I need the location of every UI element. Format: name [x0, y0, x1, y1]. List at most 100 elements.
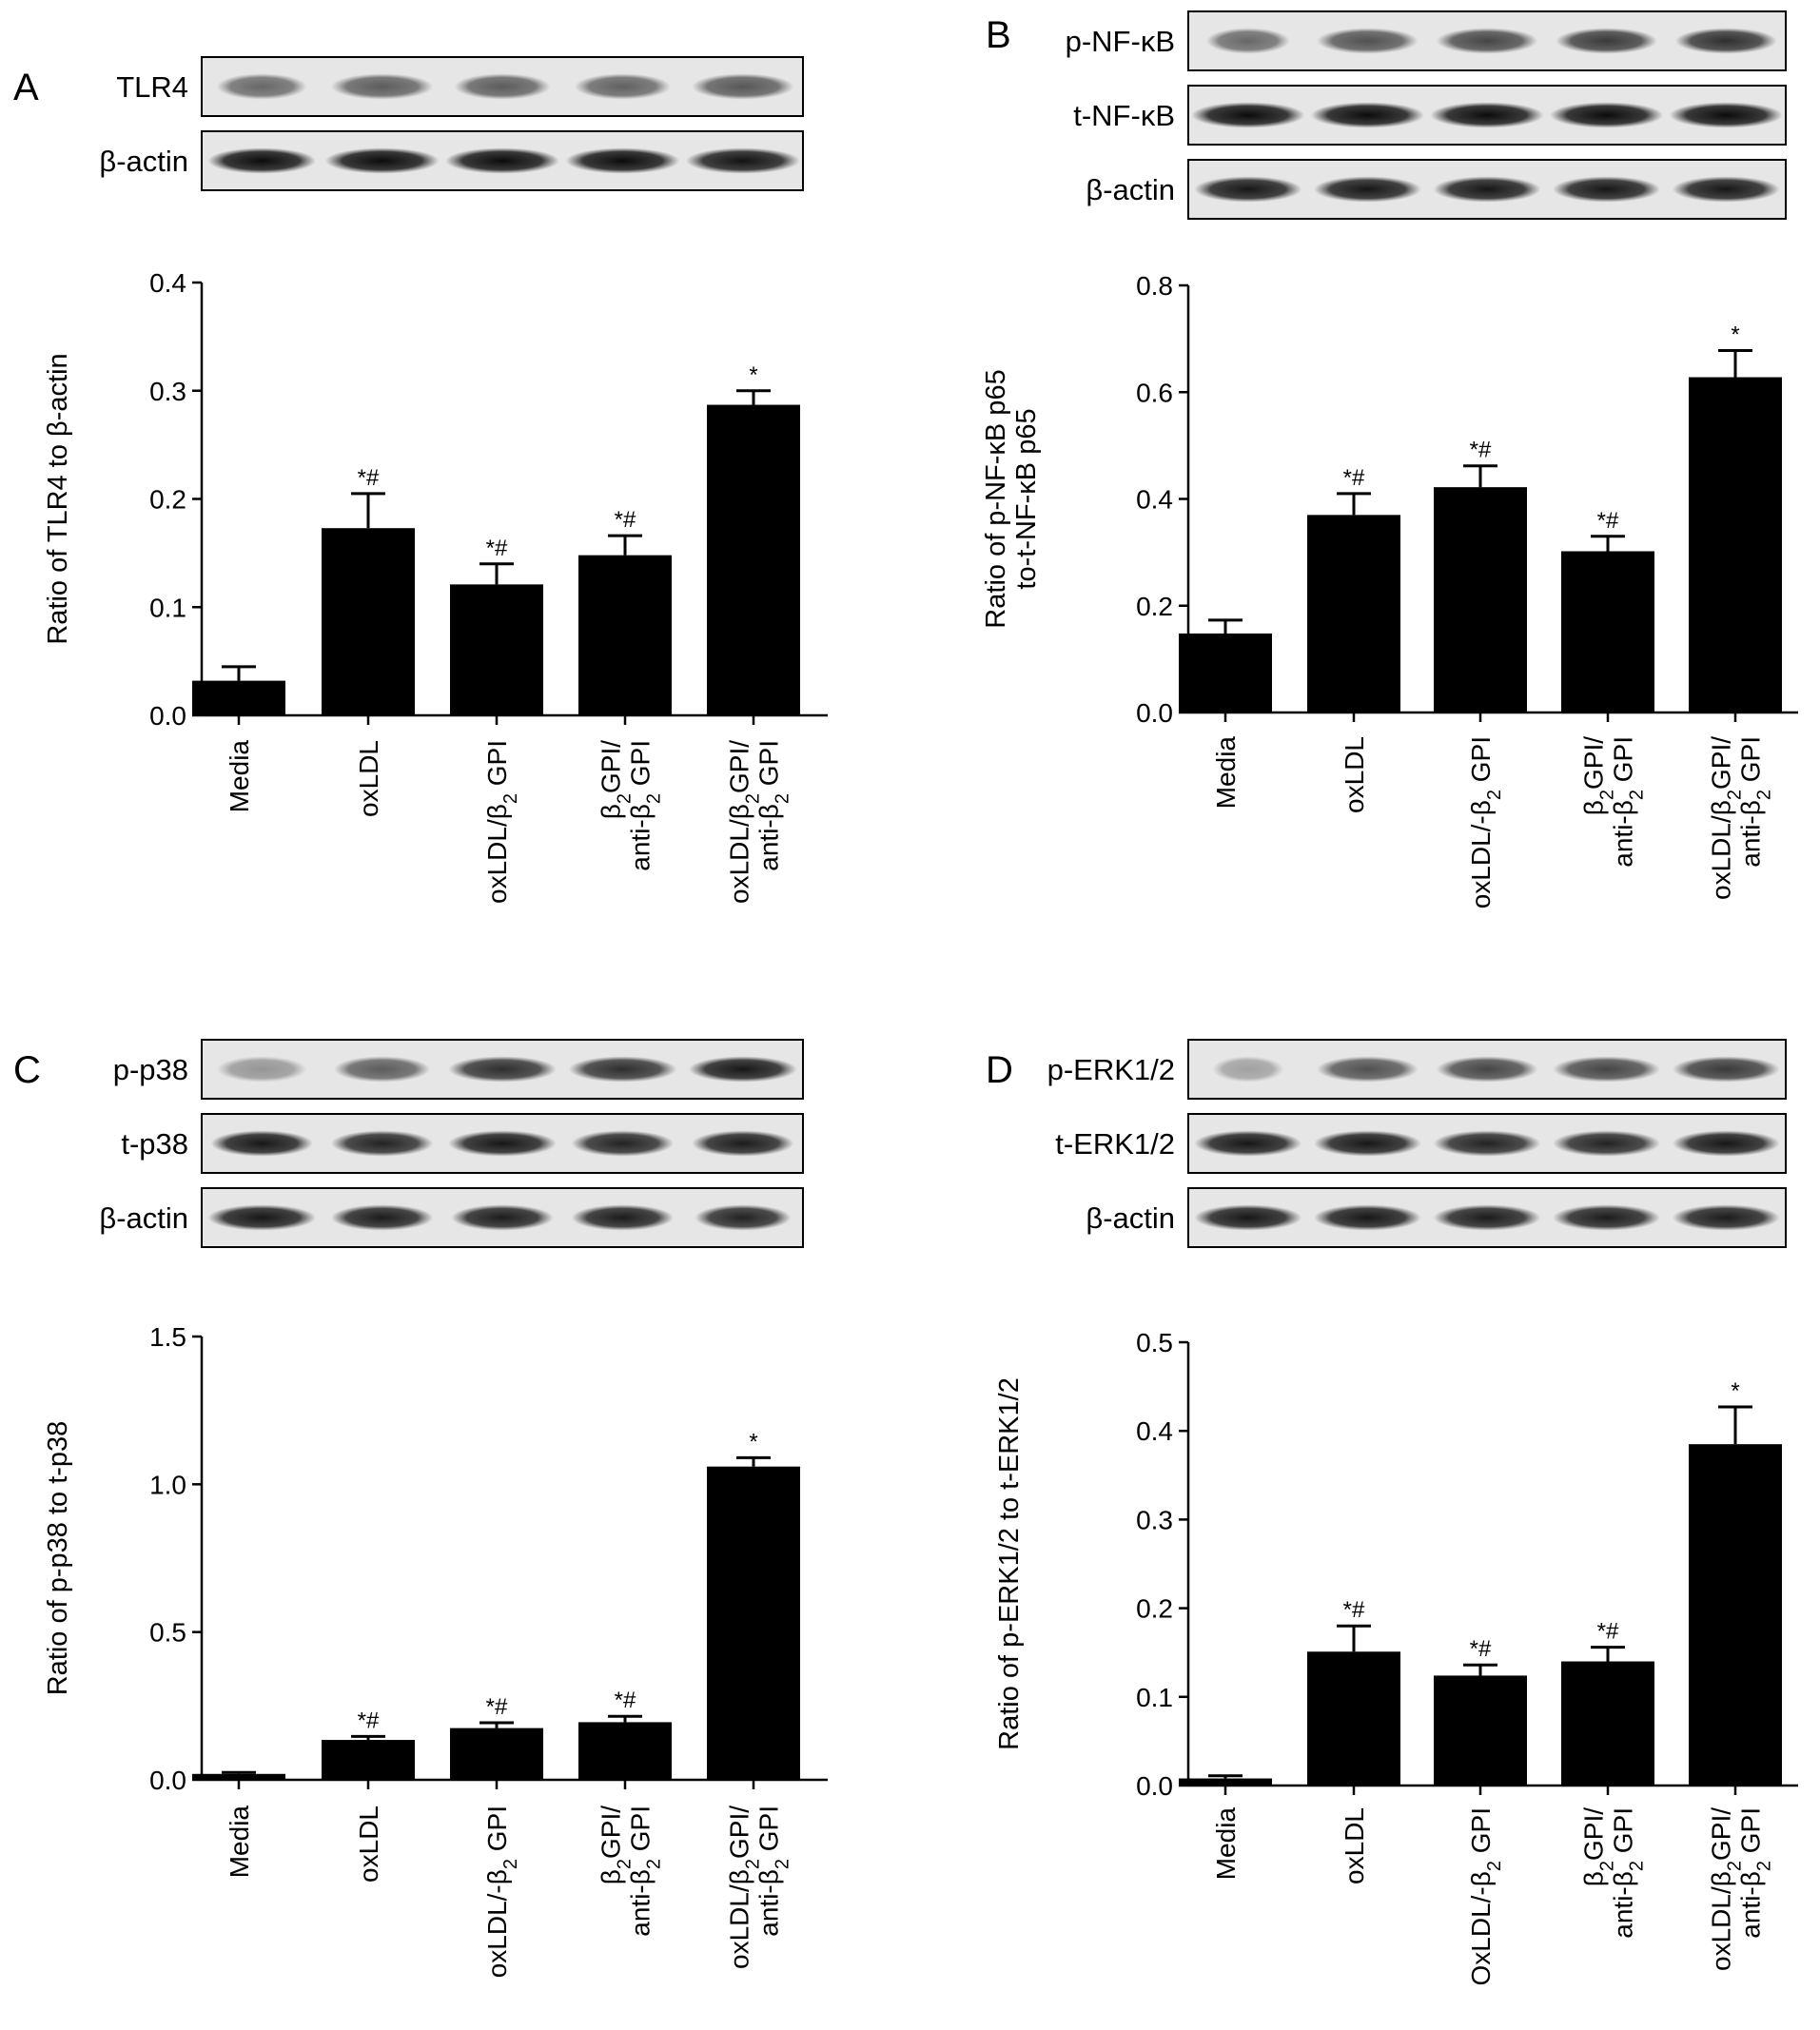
significance-label: * [749, 362, 757, 388]
x-tick-label: OxLDL/-β2 GPI [1466, 1807, 1505, 1986]
blot-band [1205, 28, 1290, 54]
x-tick-label-part: GPI [626, 1806, 656, 1859]
y-tick-label: 0.2 [149, 485, 186, 515]
x-tick-label-group: β2GPI/ [1579, 1807, 1618, 1886]
x-tick-label-part: anti-β [1736, 800, 1766, 868]
bar [192, 1773, 285, 1780]
x-tick-label: anti-β2 GPI [1736, 1807, 1775, 1939]
panel-letter: B [986, 14, 1011, 56]
y-tick-label: 0.0 [1136, 1771, 1173, 1801]
x-tick-label-part: β [597, 804, 626, 819]
blot-band [1433, 1204, 1541, 1231]
x-tick-label-part: Media [225, 740, 254, 813]
x-tick-label-part: 2 [615, 1859, 636, 1869]
x-tick-label-part: 2 [500, 793, 521, 804]
significance-label: *# [1470, 1636, 1492, 1662]
x-tick-label-part: 2 [1754, 790, 1775, 800]
x-tick-label-part: GPI [482, 1806, 512, 1859]
x-tick-label-part: GPI [1466, 1807, 1496, 1861]
blot-band [1553, 176, 1661, 203]
y-tick-label: 1.5 [149, 1322, 186, 1352]
blot-band [1430, 102, 1544, 128]
bar [1179, 633, 1272, 712]
y-axis-label-line: Ratio of p-p38 to t-p38 [43, 1421, 73, 1696]
blot-band [444, 147, 560, 174]
x-tick-label-group: oxLDL/β2GPI/ [1707, 1807, 1746, 1971]
y-tick-label: 0.6 [1136, 378, 1173, 407]
x-tick-label: oxLDL/β2GPI/ [1707, 736, 1746, 900]
x-tick-label: Media [225, 740, 254, 813]
x-tick-label-part: GPI [754, 740, 784, 793]
bar [1689, 1444, 1782, 1786]
x-tick-label-part: anti-β [626, 1869, 656, 1937]
x-tick-label: β2GPI/ [1579, 1807, 1618, 1886]
x-tick-label-part: 2 [1597, 1861, 1618, 1871]
blot-band [1212, 1056, 1284, 1083]
blot-band [448, 1130, 557, 1157]
x-tick-label-part: 2 [644, 793, 665, 804]
blot-band [207, 147, 317, 174]
panel-letter: D [986, 1049, 1013, 1091]
blot-label: t-ERK1/2 [1055, 1127, 1175, 1161]
x-tick-label-group: oxLDL [354, 1806, 383, 1883]
x-tick-label: anti-β2 GPI [1609, 1807, 1648, 1939]
significance-label: *# [1597, 508, 1619, 534]
x-tick-label-part: GPI [626, 740, 656, 793]
x-tick-label: anti-β2 GPI [754, 1806, 793, 1937]
y-tick-label: 0.0 [149, 1766, 186, 1795]
blot-band [1436, 1056, 1538, 1083]
significance-label: *# [486, 1694, 508, 1720]
x-tick-label-part: 2 [743, 1859, 764, 1869]
blot-band [330, 73, 434, 100]
significance-label: *# [486, 536, 508, 561]
blot-band [1433, 176, 1541, 203]
x-tick-label-part: 2 [1597, 790, 1618, 800]
blot-band [695, 1204, 792, 1231]
blot-band [1317, 1056, 1419, 1083]
blot-band [1313, 1130, 1421, 1157]
x-tick-label-part: oxLDL [1340, 1807, 1369, 1884]
x-tick-label-part: GPI/ [1707, 736, 1736, 790]
x-tick-label-part: β [1579, 1871, 1609, 1886]
x-tick-label: anti-β2 GPI [626, 740, 665, 871]
blot-band [210, 1130, 313, 1157]
x-tick-label-group: oxLDL [1340, 736, 1369, 813]
x-tick-label-group: Media [225, 1806, 254, 1879]
bar [192, 680, 285, 715]
x-tick-label-part: 2 [1725, 1861, 1746, 1871]
x-tick-label-part: Media [225, 1806, 254, 1879]
significance-label: * [1731, 1378, 1739, 1404]
x-tick-label-group: oxLDL/β2GPI/ [725, 740, 764, 904]
y-tick-label: 0.5 [149, 1618, 186, 1648]
blot-band [1436, 28, 1538, 54]
blot-band [574, 73, 671, 100]
blot-band [1313, 1204, 1421, 1231]
significance-label: *# [615, 1688, 636, 1713]
bar [1434, 487, 1527, 712]
blot-band [1672, 1204, 1780, 1231]
x-tick-label: oxLDL/-β2 GPI [482, 1806, 521, 1978]
y-axis-label: Ratio of p-NF-κB p65to-t-NF-κB p65 [981, 369, 1042, 628]
x-tick-label-part: Media [1211, 736, 1241, 810]
x-tick-label-group: oxLDL/-β2 GPI [1466, 736, 1505, 908]
bar [1307, 1651, 1400, 1786]
y-axis-label-line: to-t-NF-κB p65 [1011, 408, 1042, 589]
bar [1434, 1675, 1527, 1786]
blot-band [1313, 176, 1421, 203]
x-tick-label-group: oxLDL/β2 GPI [482, 740, 521, 904]
blot-band [1433, 1130, 1541, 1157]
x-tick-label-part: Media [1211, 1807, 1241, 1881]
x-tick-label-part: 2 [743, 793, 764, 804]
x-tick-label: oxLDL/-β2 GPI [1466, 736, 1505, 908]
y-tick-label: 0.4 [1136, 485, 1173, 515]
x-tick-label-part: GPI/ [597, 1806, 626, 1859]
x-tick-label-part: GPI [1736, 1807, 1766, 1861]
blot-band [334, 1056, 431, 1083]
x-tick-label-part: β [1579, 800, 1609, 815]
x-tick-label-part: GPI/ [725, 1806, 754, 1859]
x-tick-label-part: 2 [644, 1859, 665, 1869]
blot-band [216, 1056, 307, 1083]
x-tick-label-part: oxLDL/β [1707, 800, 1736, 900]
bar [578, 1722, 672, 1780]
x-tick-label-part: oxLDL [1340, 736, 1369, 813]
